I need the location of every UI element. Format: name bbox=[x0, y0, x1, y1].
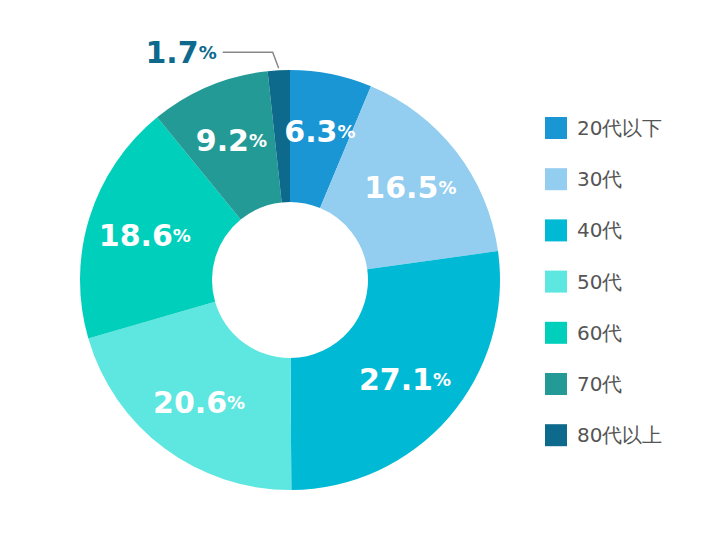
svg-text:70代: 70代 bbox=[577, 372, 622, 396]
svg-text:20代以下: 20代以下 bbox=[577, 116, 662, 140]
svg-text:18.6%: 18.6% bbox=[99, 217, 191, 252]
svg-text:50代: 50代 bbox=[577, 270, 622, 294]
svg-text:40代: 40代 bbox=[577, 218, 622, 242]
svg-text:30代: 30代 bbox=[577, 167, 622, 191]
svg-text:60代: 60代 bbox=[577, 321, 622, 345]
svg-text:9.2%: 9.2% bbox=[196, 122, 267, 157]
svg-text:1.7%: 1.7% bbox=[145, 35, 216, 70]
svg-text:16.5%: 16.5% bbox=[364, 170, 456, 205]
svg-text:20.6%: 20.6% bbox=[153, 384, 245, 419]
svg-text:80代以上: 80代以上 bbox=[577, 423, 662, 447]
svg-text:27.1%: 27.1% bbox=[359, 362, 451, 397]
svg-text:6.3%: 6.3% bbox=[284, 113, 355, 148]
